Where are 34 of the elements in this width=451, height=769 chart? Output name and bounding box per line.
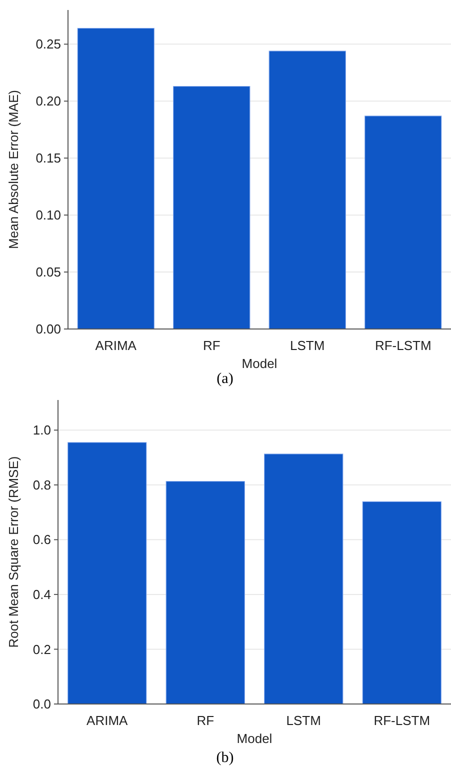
bar [364, 116, 442, 330]
x-axis-title: Model [242, 356, 278, 371]
y-tick-label: 0.05 [36, 264, 61, 280]
y-axis-title: Root Mean Square Error (RMSE) [6, 456, 21, 648]
x-tick-label: LSTM [286, 713, 321, 728]
bar [268, 50, 346, 330]
x-axis-title: Model [236, 731, 272, 746]
y-tick-label: 0.6 [32, 532, 51, 548]
y-tick-label: 0.4 [32, 587, 51, 602]
y-tick-label: 0.20 [36, 94, 61, 109]
text: (b) [216, 750, 234, 766]
bar [68, 442, 147, 704]
y-tick-label: 0.8 [32, 477, 51, 492]
x-tick-label: ARIMA [95, 338, 137, 353]
bar [264, 454, 344, 704]
y-tick-label: 1.0 [32, 422, 51, 438]
x-tick-label: RF [196, 713, 214, 728]
y-tick-label: 0.25 [36, 36, 61, 52]
y-tick-label: 0.10 [36, 208, 61, 223]
x-tick-label: RF [202, 338, 220, 353]
bar [173, 86, 250, 330]
y-tick-label: 0.2 [32, 642, 51, 657]
y-tick-label: 0.00 [36, 322, 61, 337]
text: (a) [216, 371, 234, 387]
x-tick-label: RF-LSTM [374, 713, 430, 728]
x-tick-label: ARIMA [86, 713, 128, 728]
bar [77, 28, 154, 330]
x-tick-label: RF-LSTM [374, 338, 432, 353]
bar [362, 501, 442, 704]
y-tick-label: 0.15 [36, 150, 61, 166]
y-tick-label: 0.0 [32, 696, 51, 712]
x-tick-label: LSTM [290, 338, 325, 353]
bar [166, 481, 245, 704]
y-axis-title: Mean Absolute Error (MAE) [6, 90, 21, 249]
